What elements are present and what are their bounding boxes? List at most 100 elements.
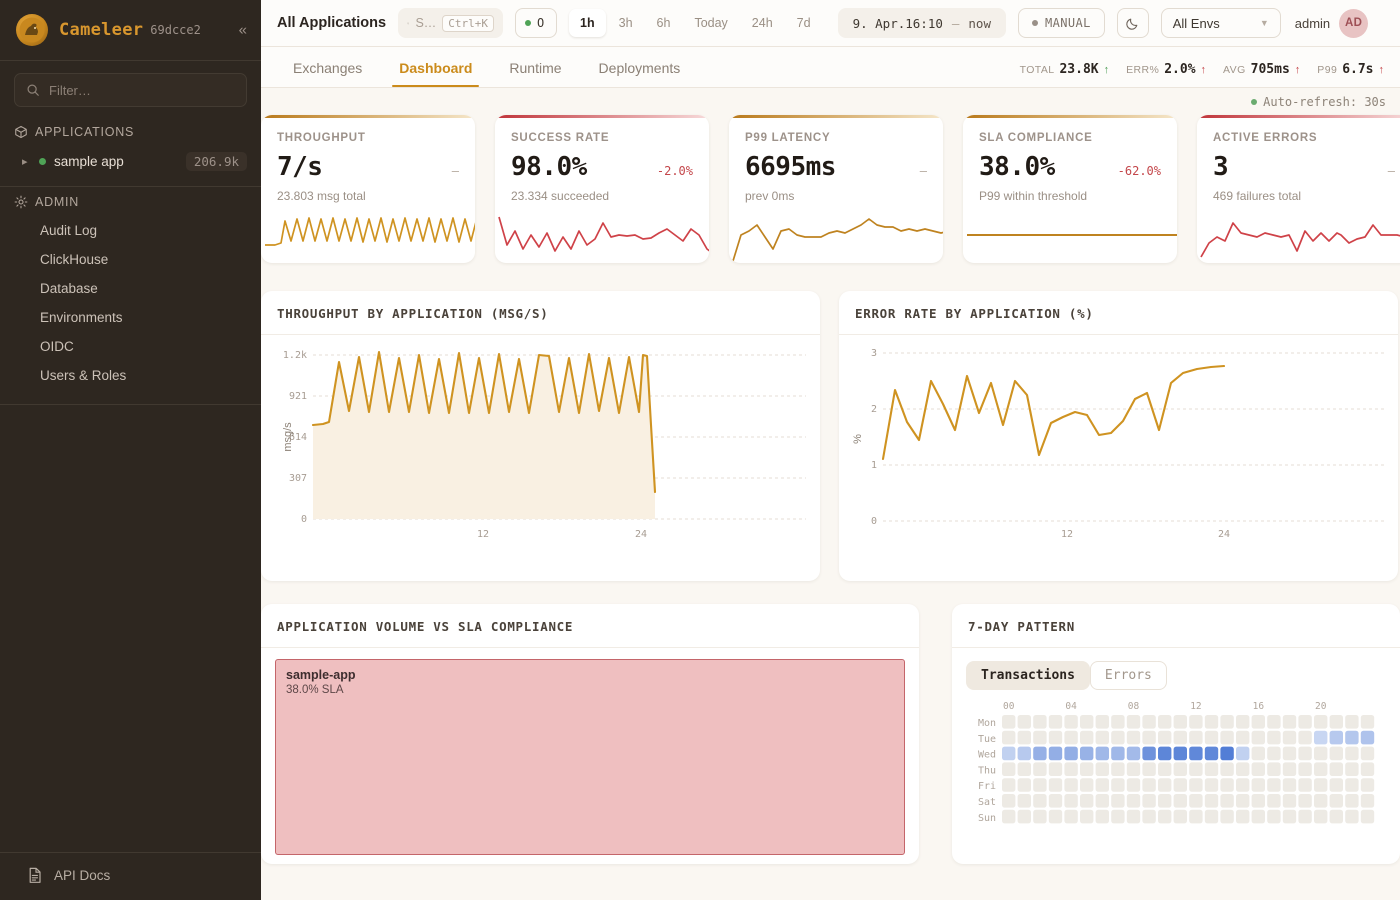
heatmap-cell[interactable] [1251, 809, 1265, 824]
heatmap-cell[interactable] [1360, 715, 1375, 729]
range-button-3h[interactable]: 3h [618, 16, 633, 30]
heatmap-cell[interactable] [1111, 715, 1125, 729]
heatmap-cell[interactable] [1204, 778, 1219, 792]
heatmap-cell[interactable] [1142, 746, 1156, 761]
heatmap-cell[interactable] [1126, 794, 1141, 808]
heatmap-cell[interactable] [1095, 809, 1109, 824]
heatmap-cell[interactable] [1329, 746, 1343, 761]
heatmap-cell[interactable] [1189, 715, 1203, 729]
heatmap-cell[interactable] [1158, 762, 1172, 776]
heatmap-cell[interactable] [1048, 794, 1063, 808]
kpi-card-success-rate[interactable]: SUCCESS RATE 98.0% -2.0% 23.334 succeede… [495, 115, 709, 263]
heatmap-cell[interactable] [1298, 794, 1312, 808]
heatmap-cell[interactable] [1314, 715, 1328, 729]
heatmap-cell[interactable] [1267, 730, 1281, 745]
tab-exchanges[interactable]: Exchanges [293, 60, 363, 76]
heatmap-cell[interactable] [1111, 778, 1125, 792]
heatmap-cell[interactable] [1017, 794, 1031, 808]
heatmap-cell[interactable] [1033, 746, 1047, 761]
heatmap-cell[interactable] [1033, 794, 1047, 808]
sidebar-item-api-docs[interactable]: API Docs [0, 853, 261, 900]
heatmap-cell[interactable] [1111, 809, 1125, 824]
heatmap-cell[interactable] [1204, 715, 1219, 729]
heatmap-cell[interactable] [1329, 730, 1343, 745]
heatmap-cell[interactable] [1189, 746, 1203, 761]
heatmap-cell[interactable] [1236, 794, 1250, 808]
heatmap-cell[interactable] [1189, 794, 1203, 808]
kpi-card-active-errors[interactable]: ACTIVE ERRORS 3 – 469 failures total [1197, 115, 1400, 263]
heatmap-cell[interactable] [1017, 762, 1031, 776]
heatmap-cell[interactable] [1095, 715, 1109, 729]
heatmap-cell[interactable] [1282, 809, 1297, 824]
heatmap-cell[interactable] [1173, 715, 1187, 729]
heatmap-cell[interactable] [1111, 730, 1125, 745]
heatmap-cell[interactable] [1017, 715, 1031, 729]
sidebar-filter-box[interactable] [14, 73, 247, 107]
theme-toggle-button[interactable] [1116, 8, 1149, 38]
heatmap-cell[interactable] [1204, 746, 1219, 761]
heatmap-cell[interactable] [1360, 809, 1375, 824]
heatmap-cell[interactable] [1298, 715, 1312, 729]
heatmap-cell[interactable] [1360, 746, 1375, 761]
heatmap-cell[interactable] [1064, 730, 1078, 745]
heatmap-cell[interactable] [1204, 794, 1219, 808]
heatmap-cell[interactable] [1158, 746, 1172, 761]
heatmap-cell[interactable] [1220, 809, 1234, 824]
heatmap-cell[interactable] [1236, 746, 1250, 761]
heatmap-cell[interactable] [1282, 794, 1297, 808]
treemap-block-sample-app[interactable]: sample-app 38.0% SLA [275, 659, 905, 855]
heatmap-cell[interactable] [1282, 730, 1297, 745]
heatmap-cell[interactable] [1236, 715, 1250, 729]
heatmap-cell[interactable] [1017, 778, 1031, 792]
heatmap-cell[interactable] [1080, 746, 1094, 761]
heatmap-cell[interactable] [1048, 762, 1063, 776]
heatmap-cell[interactable] [1048, 730, 1063, 745]
sidebar-item-sample-app[interactable]: ▸ sample app 206.9k [0, 146, 261, 177]
heatmap-cell[interactable] [1033, 715, 1047, 729]
heatmap-cell[interactable] [1126, 762, 1141, 776]
heatmap-cell[interactable] [1329, 715, 1343, 729]
heatmap-cell[interactable] [1158, 809, 1172, 824]
heatmap-cell[interactable] [1173, 778, 1187, 792]
heatmap-cell[interactable] [1142, 762, 1156, 776]
time-range-display[interactable]: 9. Apr.16:10 — now [837, 8, 1006, 38]
heatmap-cell[interactable] [1189, 762, 1203, 776]
heatmap-cell[interactable] [1126, 809, 1141, 824]
heatmap-cell[interactable] [1236, 762, 1250, 776]
heatmap-cell[interactable] [1064, 778, 1078, 792]
tab-dashboard[interactable]: Dashboard [383, 60, 488, 87]
heatmap-cell[interactable] [1158, 778, 1172, 792]
range-button-today[interactable]: Today [694, 16, 728, 30]
heatmap-cell[interactable] [1002, 762, 1016, 776]
heatmap-cell[interactable] [1204, 762, 1219, 776]
heatmap-cell[interactable] [1220, 746, 1234, 761]
heatmap-cell[interactable] [1095, 794, 1109, 808]
global-search-input[interactable]: S… Ctrl+K [398, 8, 504, 38]
heatmap-cell[interactable] [1142, 778, 1156, 792]
heatmap-cell[interactable] [1314, 809, 1328, 824]
heatmap-cell[interactable] [1173, 746, 1187, 761]
heatmap-cell[interactable] [1345, 715, 1359, 729]
heatmap-cell[interactable] [1251, 715, 1265, 729]
heatmap-cell[interactable] [1158, 715, 1172, 729]
heatmap-cell[interactable] [1220, 794, 1234, 808]
heatmap-cell[interactable] [1314, 730, 1328, 745]
heatmap-cell[interactable] [1142, 730, 1156, 745]
heatmap-cell[interactable] [1345, 794, 1359, 808]
heatmap-cell[interactable] [1314, 794, 1328, 808]
sidebar-filter-input[interactable] [49, 82, 235, 98]
sidebar-item-users-roles[interactable]: Users & Roles [40, 368, 127, 383]
environment-select[interactable]: All Envs ▼ [1160, 8, 1281, 38]
heatmap-cell[interactable] [1064, 794, 1078, 808]
heatmap-cell[interactable] [1298, 730, 1312, 745]
heatmap-cell[interactable] [1267, 778, 1281, 792]
heatmap-cell[interactable] [1329, 762, 1343, 776]
heatmap-cell[interactable] [1298, 762, 1312, 776]
heatmap-cell[interactable] [1298, 809, 1312, 824]
heatmap-cell[interactable] [1064, 715, 1078, 729]
range-button-1h[interactable]: 1h [569, 9, 606, 37]
heatmap-cell[interactable] [1095, 730, 1109, 745]
heatmap-cell[interactable] [1251, 762, 1265, 776]
heatmap-cell[interactable] [1360, 762, 1375, 776]
heatmap-cell[interactable] [1267, 794, 1281, 808]
